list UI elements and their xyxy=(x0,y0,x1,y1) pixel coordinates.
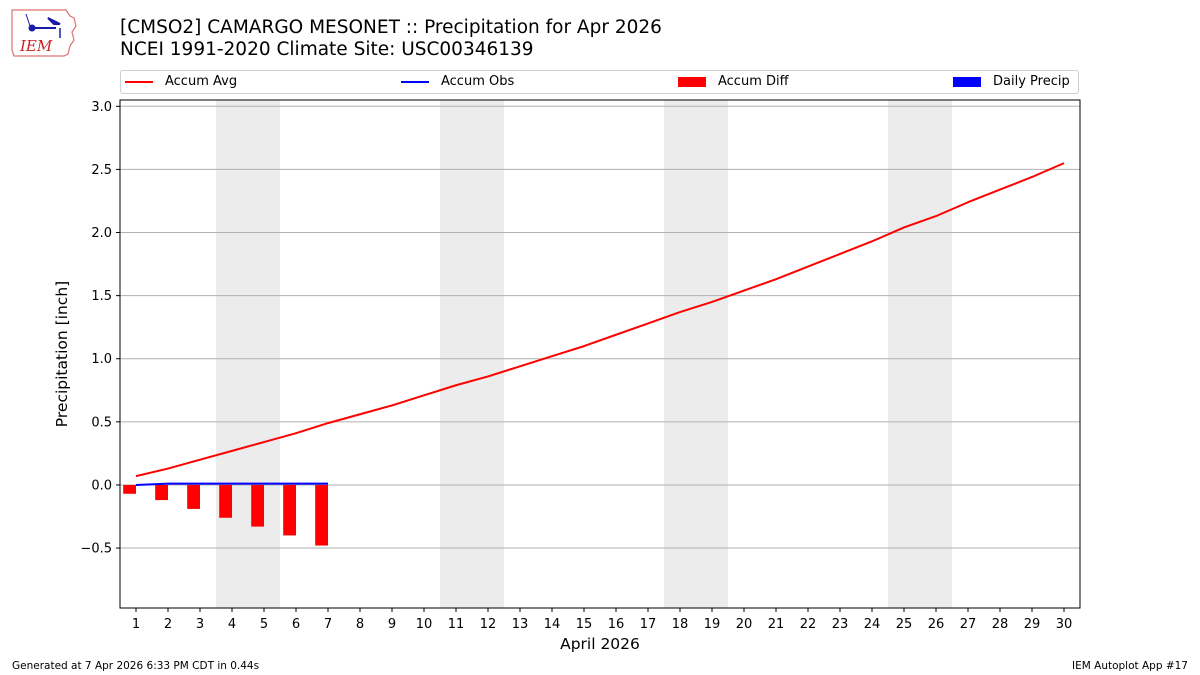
y-tick-label: −0.5 xyxy=(80,542,112,557)
chart-legend: Accum Avg Accum Obs Accum Diff Daily Pre… xyxy=(120,70,1079,94)
legend-item-accum-avg: Accum Avg xyxy=(125,74,237,90)
x-tick-label: 27 xyxy=(960,617,977,632)
app-credit: IEM Autoplot App #17 xyxy=(1072,660,1188,672)
x-tick-label: 5 xyxy=(260,617,268,632)
diff-bar xyxy=(219,484,232,518)
y-axis-label: Precipitation [inch] xyxy=(53,281,71,427)
accum-obs-line xyxy=(135,482,328,486)
axes-frame xyxy=(119,99,1081,609)
red-line-swatch-icon xyxy=(125,81,153,83)
y-tick-label: 2.5 xyxy=(91,163,112,178)
x-tick-label: 16 xyxy=(608,617,625,632)
legend-label: Daily Precip xyxy=(993,74,1070,89)
y-axis-ticks: −0.5 0.0 0.5 1.0 1.5 2.0 2.5 3.0 xyxy=(80,100,120,557)
accum-diff-bars xyxy=(123,484,328,546)
weather-station-icon xyxy=(25,13,61,38)
diff-bar xyxy=(251,484,264,527)
x-tick-label: 19 xyxy=(704,617,721,632)
iem-logo: IEM xyxy=(11,9,77,57)
x-tick-label: 6 xyxy=(292,617,300,632)
x-tick-label: 13 xyxy=(512,617,529,632)
x-tick-label: 8 xyxy=(356,617,364,632)
y-tick-label: 0.0 xyxy=(91,478,112,493)
x-tick-label: 22 xyxy=(800,617,817,632)
x-tick-label: 11 xyxy=(448,617,465,632)
legend-label: Accum Diff xyxy=(718,74,789,89)
weekend-band xyxy=(440,100,504,608)
legend-item-accum-obs: Accum Obs xyxy=(401,74,514,90)
diff-bar xyxy=(155,484,168,501)
x-tick-label: 21 xyxy=(768,617,785,632)
x-tick-label: 12 xyxy=(480,617,497,632)
x-tick-label: 15 xyxy=(576,617,593,632)
x-tick-label: 18 xyxy=(672,617,689,632)
diff-bar xyxy=(123,484,136,494)
x-tick-label: 28 xyxy=(992,617,1009,632)
weekend-band xyxy=(888,100,952,608)
x-tick-label: 23 xyxy=(832,617,849,632)
generated-timestamp: Generated at 7 Apr 2026 6:33 PM CDT in 0… xyxy=(12,660,260,672)
y-tick-label: 3.0 xyxy=(91,100,112,115)
diff-bar xyxy=(315,484,328,546)
chart-title: [CMSO2] CAMARGO MESONET :: Precipitation… xyxy=(120,17,662,61)
blue-line-swatch-icon xyxy=(401,81,429,83)
x-tick-label: 30 xyxy=(1056,617,1073,632)
x-axis-ticks: 1 2 3 4 5 6 7 8 9 10 11 12 13 14 15 16 17 18 19 20 21 22 23 24 2… xyxy=(132,608,1072,632)
x-tick-label: 25 xyxy=(896,617,913,632)
logo-text: IEM xyxy=(19,37,53,55)
y-tick-label: 1.5 xyxy=(91,289,112,304)
x-tick-label: 1 xyxy=(132,617,140,632)
y-tick-label: 2.0 xyxy=(91,226,112,241)
diff-bar xyxy=(187,484,200,509)
title-line-2: NCEI 1991-2020 Climate Site: USC00346139 xyxy=(120,39,534,60)
x-axis-label: April 2026 xyxy=(560,635,640,653)
x-tick-label: 10 xyxy=(416,617,433,632)
weekend-band xyxy=(216,100,280,608)
legend-label: Accum Obs xyxy=(441,74,515,89)
y-tick-label: 0.5 xyxy=(91,415,112,430)
x-tick-label: 9 xyxy=(388,617,396,632)
legend-label: Accum Avg xyxy=(165,74,238,89)
x-tick-label: 4 xyxy=(228,617,236,632)
x-tick-label: 3 xyxy=(196,617,204,632)
blue-patch-swatch-icon xyxy=(953,77,981,87)
x-tick-label: 24 xyxy=(864,617,881,632)
diff-bar xyxy=(283,484,296,536)
x-tick-label: 14 xyxy=(544,617,561,632)
x-tick-label: 29 xyxy=(1024,617,1041,632)
red-patch-swatch-icon xyxy=(678,77,706,87)
x-tick-label: 17 xyxy=(640,617,657,632)
weekend-band xyxy=(664,100,728,608)
accum-avg-line xyxy=(135,162,1065,478)
y-gridlines xyxy=(120,105,1080,549)
weekend-shading xyxy=(216,100,952,608)
legend-item-daily-precip: Daily Precip xyxy=(953,74,1070,90)
x-tick-label: 2 xyxy=(164,617,172,632)
y-tick-label: 1.0 xyxy=(91,352,112,367)
x-tick-label: 26 xyxy=(928,617,945,632)
title-line-1: [CMSO2] CAMARGO MESONET :: Precipitation… xyxy=(120,17,662,38)
legend-item-accum-diff: Accum Diff xyxy=(678,74,789,90)
x-tick-label: 7 xyxy=(324,617,332,632)
x-tick-label: 20 xyxy=(736,617,753,632)
